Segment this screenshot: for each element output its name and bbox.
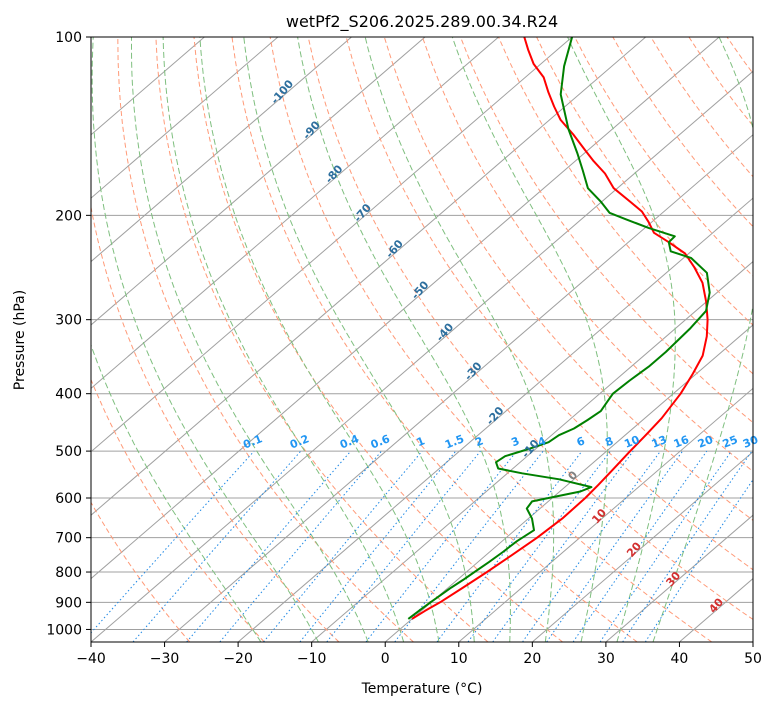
mixing-ratio-line <box>622 450 753 642</box>
mixing-ratio-line <box>644 478 753 642</box>
mixing-ratio-line <box>132 450 302 642</box>
moist-adiabat <box>451 37 608 642</box>
isotherm-gridline <box>91 37 647 516</box>
x-axis-label: Temperature (°C) <box>361 681 483 697</box>
y-tick-label: 800 <box>55 565 82 581</box>
x-tick-label: −10 <box>297 651 327 667</box>
dry-adiabat <box>383 37 753 521</box>
mixing-ratio-label: 16 <box>672 433 691 451</box>
moist-adiabat <box>652 37 753 642</box>
isotherm-gridline <box>605 514 753 642</box>
x-tick-label: 0 <box>381 651 390 667</box>
mixing-ratio-line <box>492 450 634 642</box>
y-tick-label: 1000 <box>46 622 82 638</box>
y-tick-label: 600 <box>55 491 82 507</box>
mixing-ratio-label: 25 <box>721 433 740 451</box>
dewpoint-profile-line <box>407 37 711 620</box>
mixing-ratio-line <box>299 450 457 642</box>
mixing-ratio-line <box>572 450 708 642</box>
chart-title: wetPf2_S206.2025.289.00.34.R24 <box>286 12 558 32</box>
isotherm-gridline <box>91 37 352 263</box>
temperature-profile-line <box>411 37 709 620</box>
x-tick-label: 40 <box>671 651 689 667</box>
mixing-ratio-line <box>91 450 255 634</box>
moist-adiabat <box>297 37 511 642</box>
x-tick-label: −30 <box>150 651 180 667</box>
mixing-ratio-label: 2 <box>473 434 485 449</box>
y-tick-label: 100 <box>55 30 82 46</box>
background-lines <box>91 37 753 642</box>
mixing-ratio-line <box>599 450 732 642</box>
moist-adiabat <box>243 37 475 642</box>
x-tick-label: 10 <box>450 651 468 667</box>
y-tick-label: 700 <box>55 531 82 547</box>
isotherm-gridline <box>237 197 753 642</box>
mixing-ratio-line <box>219 450 382 642</box>
dry-adiabat <box>91 204 340 642</box>
moist-adiabat <box>364 37 555 642</box>
mixing-ratio-label: 8 <box>603 434 615 449</box>
y-tick-label: 500 <box>55 444 82 460</box>
x-tick-label: −40 <box>76 651 106 667</box>
dry-adiabat <box>307 37 753 621</box>
isotherm-gridline <box>164 134 753 642</box>
dry-adiabat <box>155 37 489 642</box>
mixing-ratio-label: 10 <box>622 433 641 451</box>
isotherm-gridline <box>384 324 753 642</box>
moist-adiabat <box>131 37 369 642</box>
dry-adiabat <box>231 37 638 642</box>
dry-adiabat <box>460 37 753 424</box>
moist-adiabat <box>199 37 440 642</box>
mixing-ratio-label: 30 <box>741 433 760 451</box>
mixing-ratio-label: 13 <box>650 433 669 451</box>
moist-adiabat <box>91 343 262 642</box>
isotherm-gridline <box>91 37 279 199</box>
mixing-ratio-line <box>467 450 611 642</box>
y-tick-label: 400 <box>55 387 82 403</box>
y-axis-label: Pressure (hPa) <box>12 290 28 390</box>
moist-adiabat <box>162 37 405 642</box>
mixing-ratio-line <box>522 450 661 642</box>
axes: −40 −30 −20 −10 0 10 20 30 40 50 100 200 300 400 500 60… <box>46 30 762 667</box>
x-tick-label: 20 <box>523 651 541 667</box>
dry-adiabat <box>193 37 563 642</box>
mixing-ratio-line <box>436 450 583 642</box>
plot-frame <box>90 36 754 643</box>
x-tick-label: −20 <box>223 651 253 667</box>
isotherm-gridline <box>531 451 753 642</box>
x-tick-label: 30 <box>597 651 615 667</box>
isotherm-gridline <box>91 70 753 642</box>
dry-adiabat <box>117 37 414 642</box>
profile-lines <box>407 37 711 620</box>
y-tick-label: 200 <box>55 208 82 224</box>
isotherm-gridline <box>91 37 573 453</box>
isotherm-gridline <box>91 37 720 580</box>
dry-adiabat <box>498 37 753 375</box>
mixing-ratio-line <box>326 450 481 642</box>
mixing-ratio-line <box>546 450 684 642</box>
isotherm-gridline <box>91 37 426 326</box>
dry-adiabat <box>269 37 713 642</box>
x-tick-label: 50 <box>744 651 762 667</box>
dry-adiabat <box>91 378 265 642</box>
mixing-ratio-line <box>263 450 423 642</box>
dry-adiabat <box>345 37 753 571</box>
y-tick-label: 300 <box>55 313 82 329</box>
mixing-ratio-label: 3 <box>509 434 521 449</box>
isotherm-gridline <box>91 37 499 390</box>
mixing-ratio-label: 1 <box>415 434 427 449</box>
moist-adiabat <box>91 37 319 642</box>
mixing-ratio-label: 20 <box>696 433 715 451</box>
isotherm-gridline <box>458 387 753 642</box>
y-tick-label: 900 <box>55 595 82 611</box>
